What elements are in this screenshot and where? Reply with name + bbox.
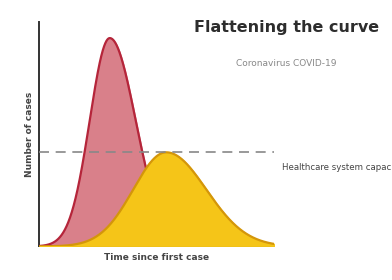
Y-axis label: Number of cases: Number of cases: [25, 92, 34, 177]
Text: Flattening the curve: Flattening the curve: [194, 20, 379, 35]
X-axis label: Time since first case: Time since first case: [104, 253, 209, 262]
Text: Healthcare system capacity: Healthcare system capacity: [282, 164, 392, 172]
Text: Coronavirus COVID-19: Coronavirus COVID-19: [236, 59, 336, 68]
